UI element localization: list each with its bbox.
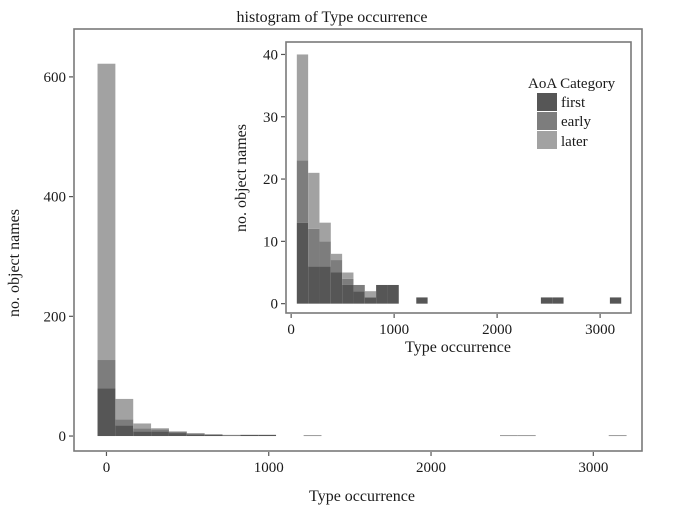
chart-title: histogram of Type occurrence — [237, 9, 428, 26]
inset-y-tick-label: 20 — [263, 172, 278, 188]
inset-y-axis-title: no. object names — [233, 124, 250, 232]
inset-y-tick-label: 30 — [263, 110, 278, 126]
inset-x-tick-label: 1000 — [379, 322, 409, 338]
main-x-tick-label: 3000 — [578, 460, 608, 476]
inset-bar-early — [319, 241, 331, 267]
inset-bar-first — [416, 297, 428, 304]
main-bar-first — [151, 431, 169, 437]
inset-x-axis-title: Type occurrence — [405, 339, 511, 356]
inset-y-tick-label: 40 — [263, 47, 278, 63]
main-bar-first — [115, 425, 134, 437]
legend-label-early: early — [561, 114, 591, 130]
inset-bar-first — [364, 297, 377, 304]
main-bar-later — [133, 423, 152, 429]
inset-x-tick-label: 3000 — [585, 322, 615, 338]
inset-plot-frame — [285, 41, 632, 314]
main-x-axis: 0 1000 2000 3000 — [103, 452, 608, 476]
legend-title: AoA Category — [528, 76, 616, 92]
main-bar-early — [151, 429, 169, 432]
main-bar-later — [222, 434, 241, 436]
inset-bars — [296, 54, 622, 304]
inset-bar-first — [540, 297, 553, 304]
inset-bar-early — [342, 278, 354, 285]
main-y-tick-label: 600 — [44, 70, 67, 86]
main-bar-later — [97, 63, 116, 361]
inset-bar-early — [330, 260, 343, 273]
main-y-axis: 0 200 400 600 — [44, 70, 73, 445]
inset-bar-first — [342, 284, 354, 304]
inset-bar-later — [296, 54, 309, 161]
inset-y-axis: 0 10 20 30 40 — [263, 47, 285, 313]
inset-bar-first — [552, 297, 564, 304]
main-bar-first — [608, 435, 627, 437]
main-bar-first — [517, 435, 536, 437]
main-bar-early — [97, 360, 116, 389]
main-x-axis-title: Type occurrence — [309, 488, 415, 505]
main-x-tick-label: 1000 — [254, 460, 284, 476]
main-bar-first — [240, 434, 259, 437]
inset-bar-early — [308, 228, 320, 267]
inset-bar-early — [353, 284, 365, 292]
inset-bar-first — [387, 284, 399, 304]
main-bar-later — [115, 398, 134, 420]
main-bar-first — [500, 435, 518, 437]
main-bar-early — [115, 419, 134, 426]
main-x-tick-label: 2000 — [416, 460, 446, 476]
legend-label-later: later — [561, 134, 588, 150]
main-bar-first — [204, 434, 223, 437]
legend: AoA Category first early later — [528, 76, 616, 150]
main-x-tick-label: 0 — [103, 460, 111, 476]
inset-bar-later — [364, 291, 377, 298]
legend-key-first — [537, 93, 557, 111]
legend-key-early — [537, 112, 557, 130]
main-bar-first — [97, 388, 116, 437]
main-y-tick-label: 0 — [59, 429, 67, 445]
main-y-axis-title: no. object names — [6, 209, 23, 317]
main-bar-later — [186, 433, 205, 434]
main-bar-first — [168, 433, 187, 437]
inset-bar-early — [296, 160, 309, 223]
main-plot-frame — [73, 28, 643, 452]
inset-y-tick-label: 10 — [263, 234, 278, 250]
main-bar-early — [133, 428, 152, 432]
main-y-tick-label: 200 — [44, 309, 67, 325]
inset-x-tick-label: 0 — [287, 322, 295, 338]
main-bar-first — [133, 431, 152, 437]
main-bar-early — [186, 433, 205, 435]
inset-bar-later — [342, 272, 354, 279]
inset-x-tick-label: 2000 — [482, 322, 512, 338]
inset-x-axis: 0 1000 2000 3000 — [287, 314, 615, 338]
inset-bar-later — [330, 253, 343, 261]
inset-bar-first — [319, 266, 331, 304]
inset-bar-later — [308, 172, 320, 229]
inset-bar-first — [609, 297, 622, 304]
main-bars — [97, 63, 627, 437]
main-bar-first — [303, 435, 322, 437]
inset-bar-first — [330, 272, 343, 304]
inset-bar-first — [296, 222, 309, 304]
main-bar-early — [168, 431, 187, 434]
inset-bar-first — [353, 291, 365, 304]
main-bar-later — [168, 431, 187, 432]
main-bar-early — [204, 434, 223, 435]
inset-y-tick-label: 0 — [271, 297, 279, 313]
main-bar-first — [222, 435, 241, 437]
inset-bar-first — [376, 284, 388, 304]
legend-label-first: first — [561, 95, 586, 111]
main-bar-first — [258, 434, 277, 437]
main-y-tick-label: 400 — [44, 190, 67, 206]
main-bar-later — [151, 428, 169, 430]
inset-bar-later — [319, 222, 331, 242]
inset-bar-first — [308, 266, 320, 304]
main-bar-first — [186, 434, 205, 437]
legend-key-later — [537, 131, 557, 149]
